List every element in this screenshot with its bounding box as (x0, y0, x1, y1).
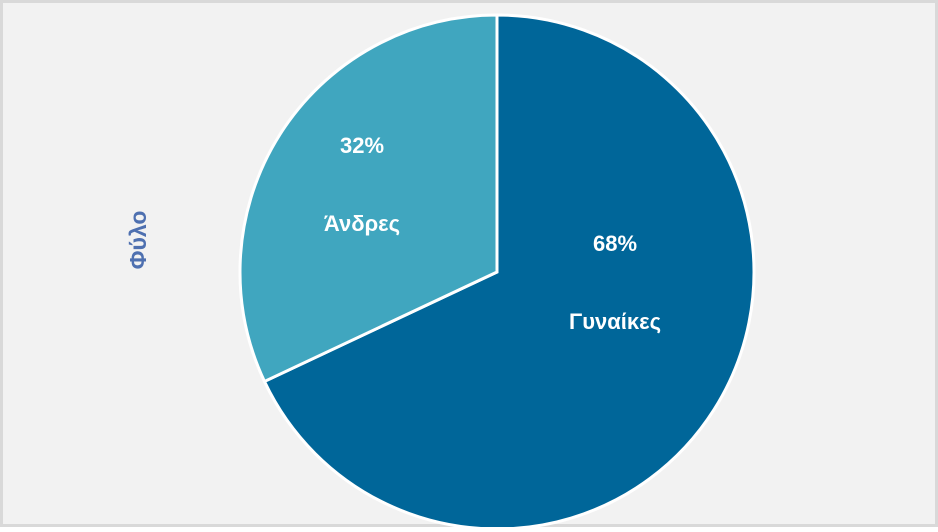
category-label: Γυναίκες (569, 309, 661, 334)
data-label: 32% (340, 133, 384, 158)
category-label: Άνδρες (324, 211, 400, 236)
chart-title: Φύλο (125, 211, 151, 270)
pie-slice (238, 13, 499, 384)
data-label: 68% (593, 231, 637, 256)
pie-slice (262, 13, 756, 531)
pie (238, 13, 756, 531)
